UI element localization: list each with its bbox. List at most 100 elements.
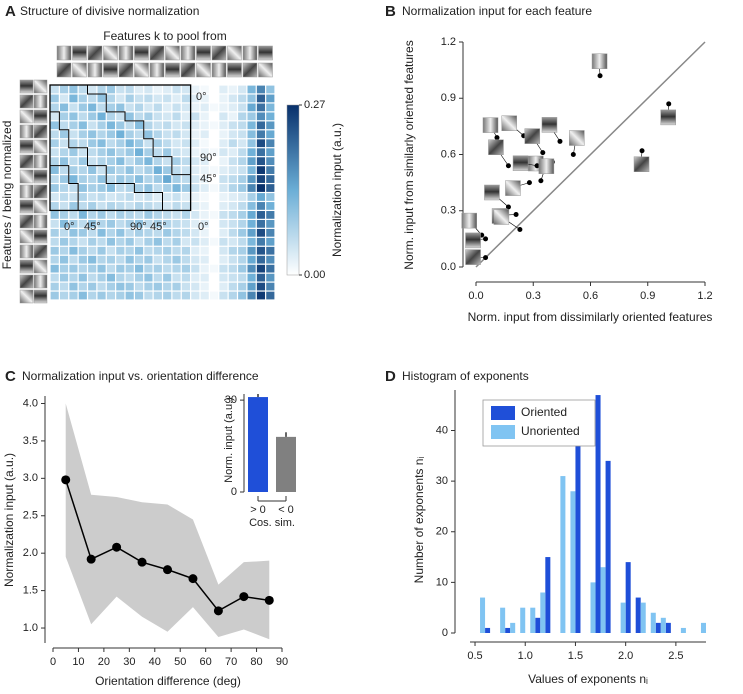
y-tick-label: 4.0 bbox=[23, 397, 38, 409]
heatmap-cell bbox=[181, 282, 191, 291]
heatmap-cell bbox=[247, 255, 256, 264]
thumbnail bbox=[19, 154, 34, 169]
heatmap-cell bbox=[59, 148, 69, 157]
thumbnail bbox=[72, 45, 87, 61]
heatmap-cell bbox=[97, 291, 106, 300]
heatmap-cell bbox=[88, 193, 97, 201]
heatmap-cell bbox=[172, 219, 181, 228]
heatmap-cell bbox=[97, 103, 106, 112]
heatmap-cell bbox=[219, 121, 228, 130]
heatmap-cell bbox=[69, 103, 78, 112]
heatmap-cell bbox=[50, 219, 59, 228]
heatmap-cell bbox=[78, 202, 87, 210]
heatmap-cell bbox=[228, 228, 237, 237]
heatmap-cell bbox=[200, 246, 209, 255]
heatmap-cell bbox=[153, 193, 162, 201]
x-tick-label: 2.5 bbox=[668, 650, 683, 662]
heatmap-cell bbox=[97, 246, 106, 255]
heatmap-cell bbox=[266, 121, 275, 130]
heatmap-cell bbox=[97, 139, 106, 148]
thumbnail bbox=[501, 115, 517, 131]
x-tick-label: 40 bbox=[149, 656, 161, 668]
thumbnail bbox=[103, 45, 118, 61]
heatmap-cell bbox=[256, 193, 266, 201]
heatmap-cell bbox=[256, 103, 266, 112]
heatmap-cell bbox=[200, 130, 209, 139]
heatmap-cell bbox=[266, 130, 275, 139]
heatmap-cell bbox=[50, 139, 59, 148]
heatmap-cell bbox=[256, 264, 266, 273]
inset-bar bbox=[248, 397, 268, 492]
heatmap-cell bbox=[144, 166, 153, 174]
thumbnail bbox=[569, 130, 585, 146]
heatmap-cell bbox=[191, 121, 200, 130]
heatmap-cell bbox=[209, 211, 219, 219]
heatmap-cell bbox=[59, 175, 69, 183]
heatmap-cell bbox=[78, 237, 87, 246]
heatmap-cell bbox=[106, 166, 116, 174]
heatmap-cell bbox=[69, 264, 78, 273]
thumbnail bbox=[242, 45, 258, 61]
heatmap-cell bbox=[163, 130, 172, 139]
heatmap-cell bbox=[97, 148, 106, 157]
bar bbox=[535, 617, 541, 633]
heatmap-cell bbox=[200, 219, 209, 228]
x-tick-label: 2.0 bbox=[618, 650, 633, 662]
heatmap-cell bbox=[219, 175, 228, 183]
x-tick-label: 0.9 bbox=[640, 290, 655, 302]
heatmap-cell bbox=[144, 273, 153, 282]
point bbox=[534, 163, 540, 169]
thumbnail bbox=[19, 124, 34, 139]
heatmap-cell bbox=[59, 255, 69, 264]
heatmap-cell bbox=[116, 103, 125, 112]
heatmap-cell bbox=[116, 237, 125, 246]
heatmap-cell bbox=[59, 264, 69, 273]
panel-title: Normalization input vs. orientation diff… bbox=[22, 369, 259, 383]
heatmap-cell bbox=[163, 291, 172, 300]
heatmap-cell bbox=[200, 282, 209, 291]
bar bbox=[680, 627, 686, 633]
heatmap-cell bbox=[59, 202, 69, 210]
heatmap-cell bbox=[59, 121, 69, 130]
heatmap-cell bbox=[238, 85, 247, 94]
heatmap-cell bbox=[238, 228, 247, 237]
heatmap-cell bbox=[191, 237, 200, 246]
heatmap-cell bbox=[163, 264, 172, 273]
heatmap-cell bbox=[97, 237, 106, 246]
heatmap-cell bbox=[134, 246, 144, 255]
heatmap-cell bbox=[172, 94, 181, 103]
bar bbox=[480, 597, 486, 633]
thumbnail bbox=[633, 156, 650, 172]
heatmap-cell bbox=[153, 264, 162, 273]
heatmap-cell bbox=[97, 130, 106, 139]
heatmap-cell bbox=[144, 246, 153, 255]
heatmap-cell bbox=[69, 211, 78, 219]
heatmap-cell bbox=[153, 184, 162, 192]
bar bbox=[530, 607, 536, 633]
bar bbox=[595, 395, 601, 633]
heatmap-cell bbox=[153, 291, 162, 300]
point bbox=[513, 212, 519, 217]
heatmap-cell bbox=[59, 282, 69, 291]
y-tick-label: 0.3 bbox=[441, 205, 456, 217]
heatmap-cell bbox=[256, 202, 266, 210]
heatmap-cell bbox=[69, 282, 78, 291]
thumbnail bbox=[211, 45, 227, 61]
heatmap-cell bbox=[50, 103, 59, 112]
heatmap-cell bbox=[134, 148, 144, 157]
heatmap-cell bbox=[209, 237, 219, 246]
heatmap-cell bbox=[209, 228, 219, 237]
thumbnail bbox=[33, 184, 48, 199]
heatmap-cell bbox=[78, 166, 87, 174]
heatmap-cell bbox=[134, 264, 144, 273]
heatmap-cell bbox=[172, 282, 181, 291]
heatmap-cell bbox=[144, 264, 153, 273]
x-tick-label: 0.5 bbox=[467, 650, 482, 662]
x-tick-label: 1.0 bbox=[518, 650, 533, 662]
heatmap-cell bbox=[59, 237, 69, 246]
heatmap-cell bbox=[97, 255, 106, 264]
heatmap-cell bbox=[209, 282, 219, 291]
heatmap-cell bbox=[78, 282, 87, 291]
heatmap-cell bbox=[125, 246, 134, 255]
